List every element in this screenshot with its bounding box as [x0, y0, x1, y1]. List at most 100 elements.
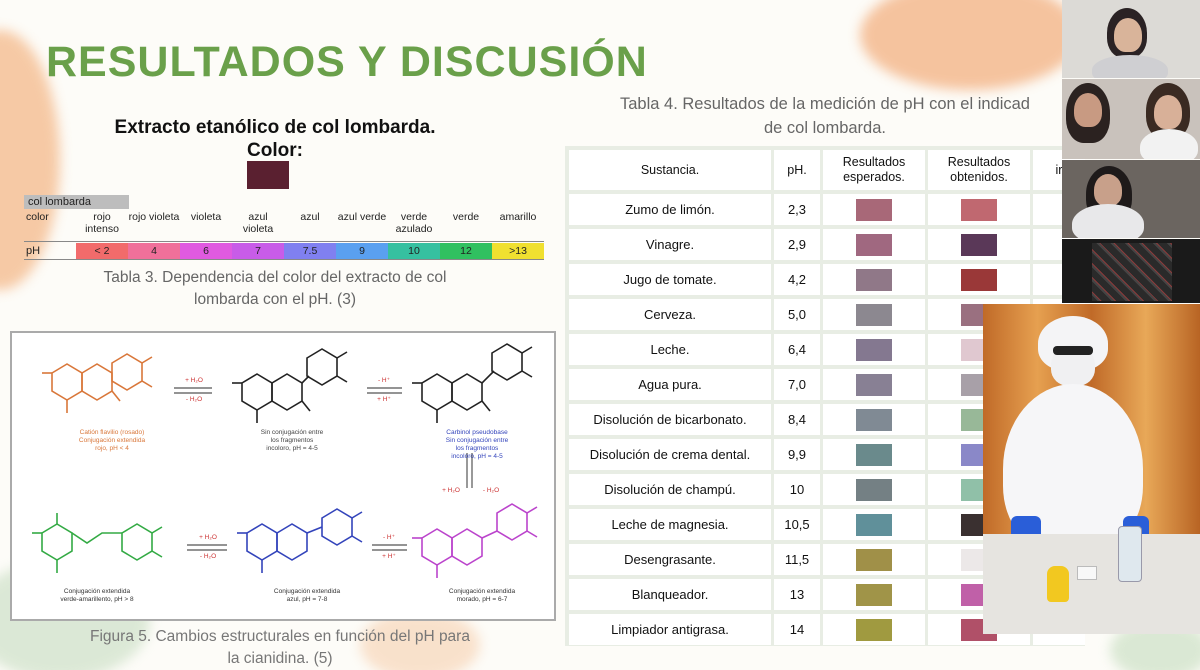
- arrow-label-text: - H⁺: [382, 534, 396, 541]
- table4-header: Resultados obtenidos.: [928, 150, 1030, 190]
- arrow-label-text: + H⁺: [377, 396, 391, 403]
- expected-swatch: [856, 268, 892, 291]
- table4-expected-color: [823, 509, 925, 540]
- participant-video-texture: [1092, 243, 1172, 301]
- table4-substance: Blanqueador.: [569, 579, 771, 610]
- arrow5-label-back: + H⁺: [369, 553, 409, 561]
- expected-swatch: [856, 583, 892, 606]
- arrow-label-text: + H₂O: [442, 487, 460, 494]
- decor-blob: [860, 0, 1080, 90]
- ph-color-name: azul verde: [337, 211, 387, 223]
- arrow2-label-back: + H⁺: [364, 396, 404, 404]
- ph-row-label: pH: [26, 245, 41, 257]
- table4-ph: 6,4: [774, 334, 820, 365]
- structures-drawing: [32, 343, 538, 578]
- ph-value-cell: 7: [232, 243, 284, 259]
- structure-quinoidal-base: [412, 503, 538, 578]
- table4-substance: Disolución de crema dental.: [569, 439, 771, 470]
- table4-expected-color: [823, 299, 925, 330]
- table4-substance: Zumo de limón.: [569, 194, 771, 225]
- table4-ph: 4,2: [774, 264, 820, 295]
- ph-value-cell: >13: [492, 243, 544, 259]
- arrow-label-text: + H₂O: [185, 377, 203, 384]
- expected-swatch: [856, 513, 892, 536]
- table4-substance: Cerveza.: [569, 299, 771, 330]
- extract-title-line2: Color:: [247, 140, 303, 161]
- table4-expected-color: [823, 544, 925, 575]
- label-line: azul, pH = 7-8: [286, 596, 328, 603]
- participant-body: [1140, 129, 1198, 159]
- video-participant-1[interactable]: [1062, 0, 1200, 78]
- participant-face: [1114, 18, 1142, 52]
- label-line: Conjugación extendida: [63, 588, 131, 595]
- ph-value-cell: 12: [440, 243, 492, 259]
- ph-color-row: color rojo intenso rojo violeta violeta azu…: [24, 211, 544, 241]
- table3-caption: Tabla 3. Dependencia del color del extra…: [40, 267, 510, 311]
- video-participant-2[interactable]: [1062, 79, 1200, 159]
- video-participant-main[interactable]: [983, 304, 1200, 634]
- figure5-caption: Figura 5. Cambios estructurales en funci…: [30, 626, 530, 670]
- table4-header: Resultados esperados.: [823, 150, 925, 190]
- ph-value-cell: 7.5: [284, 243, 336, 259]
- participant-body: [1072, 204, 1144, 238]
- table4-expected-color: [823, 264, 925, 295]
- table4-ph: 7,0: [774, 369, 820, 400]
- table4-header: Sustancia.: [569, 150, 771, 190]
- expected-swatch: [856, 443, 892, 466]
- obtained-swatch: [961, 198, 997, 221]
- table4-substance: Vinagre.: [569, 229, 771, 260]
- ph-value-row: pH < 2 4 6 7 7.5 9 10 12 >13: [24, 243, 544, 259]
- ph-color-name: azul: [300, 211, 320, 223]
- table4-ph: 11,5: [774, 544, 820, 575]
- ph-color-name: rojo violeta: [128, 211, 180, 223]
- table4-substance: Leche.: [569, 334, 771, 365]
- expected-swatch: [856, 548, 892, 571]
- divider: [24, 241, 544, 242]
- arrow2-label: - H⁺: [364, 377, 404, 385]
- table4-caption-line2: de col lombarda.: [764, 119, 886, 137]
- expected-swatch: [856, 478, 892, 501]
- ph-value-cell: < 2: [76, 243, 128, 259]
- structure-quinoidal-anion: [237, 508, 363, 573]
- arrow-label-text: - H₂O: [199, 553, 217, 560]
- table4-substance: Limpiador antigrasa.: [569, 614, 771, 645]
- label-hemiketal: Sin conjugación entre los fragmentos incol…: [237, 429, 347, 453]
- expected-swatch: [856, 338, 892, 361]
- table4-expected-color: [823, 369, 925, 400]
- ph-value-cell: 4: [128, 243, 180, 259]
- bottle-icon: [1118, 526, 1142, 582]
- video-participant-3[interactable]: [1062, 160, 1200, 238]
- table4-expected-color: [823, 474, 925, 505]
- video-participant-4[interactable]: [1062, 239, 1200, 303]
- label-flavylium: Catión flavilio (rosado) Conjugación exte…: [57, 429, 167, 453]
- table4-caption-line1: Tabla 4. Resultados de la medición de pH…: [619, 95, 1030, 113]
- obtained-swatch: [961, 268, 997, 291]
- extract-title: Extracto etanólico de col lombarda. Colo…: [80, 116, 470, 162]
- figure5-caption-line1: Figura 5. Cambios estructurales en funci…: [90, 628, 470, 645]
- structure-carbinol: [412, 343, 533, 423]
- participant-face: [1074, 93, 1102, 127]
- table4-substance: Agua pura.: [569, 369, 771, 400]
- cup-icon: [1077, 566, 1097, 580]
- table4-obtained-color: [928, 264, 1030, 295]
- table4-header: pH.: [774, 150, 820, 190]
- table4-expected-color: [823, 614, 925, 645]
- table4-expected-color: [823, 579, 925, 610]
- arrow-label-text: - H⁺: [377, 377, 391, 384]
- expected-swatch: [856, 198, 892, 221]
- table4-expected-color: [823, 229, 925, 260]
- expected-swatch: [856, 373, 892, 396]
- expected-swatch: [856, 618, 892, 641]
- arrow4-label-back: - H₂O: [186, 553, 230, 561]
- bottle-icon: [1047, 566, 1069, 602]
- structure-chalcone: [32, 513, 163, 573]
- label-line: incoloro, pH = 4-5: [266, 445, 318, 452]
- table4-obtained-color: [928, 229, 1030, 260]
- table4-obtained-color: [928, 194, 1030, 225]
- table4-ph: 8,4: [774, 404, 820, 435]
- slide-title: RESULTADOS Y DISCUSIÓN: [46, 38, 648, 86]
- arrow-label-text: - H₂O: [482, 487, 500, 494]
- divider: [24, 259, 544, 260]
- label-line: Conjugación extendida: [78, 437, 146, 444]
